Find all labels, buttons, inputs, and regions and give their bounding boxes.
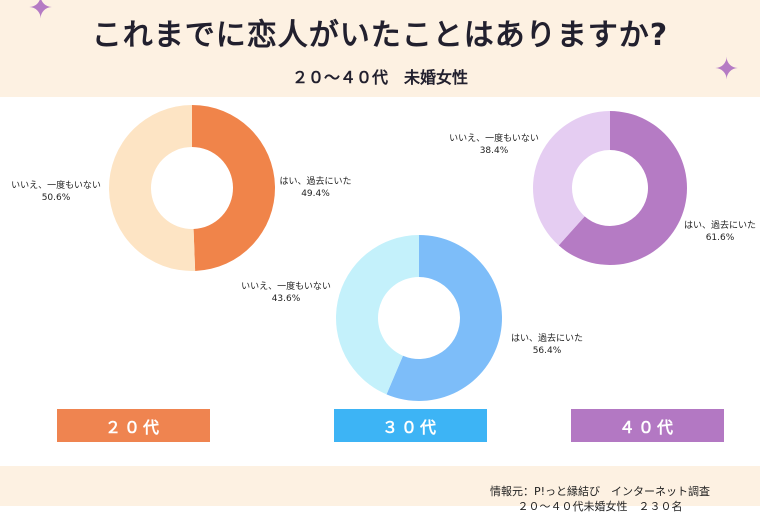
group-label-20s: ２０代 [57,409,210,442]
donut-slice-2-1 [533,111,610,246]
donut-slice-2-0 [558,111,687,265]
label-20s-yes: はい、過去にいた 49.4% [279,177,352,199]
group-label-40s: ４０代 [571,409,724,442]
label-20s-no: いいえ、一度もいない 50.6% [11,181,101,203]
donut-slice-1-0 [386,235,503,402]
label-30s-no: いいえ、一度もいない 43.6% [241,282,331,304]
page-title: これまでに恋人がいたことはありますか? [91,18,669,53]
donut-slice-0-1 [109,105,196,271]
label-40s-yes: はい、過去にいた 61.6% [683,221,756,243]
source-note: 情報元：P!っと縁結び インターネット調査 ２０～４０代未婚女性 ２３０名 [489,485,711,513]
page-subtitle: ２０～４０代 未婚女性 [291,68,468,87]
sparkle-icon: ✦ [714,52,740,87]
donut-slice-1-1 [336,235,419,395]
group-label-30s: ３０代 [334,409,487,442]
donut-slice-0-0 [192,105,276,271]
footer-band [0,466,760,506]
header-band [0,0,760,97]
sparkle-icon: ✦ [28,0,54,26]
label-40s-no: いいえ、一度もいない 38.4% [449,134,539,156]
label-30s-yes: はい、過去にいた 56.4% [510,334,583,356]
